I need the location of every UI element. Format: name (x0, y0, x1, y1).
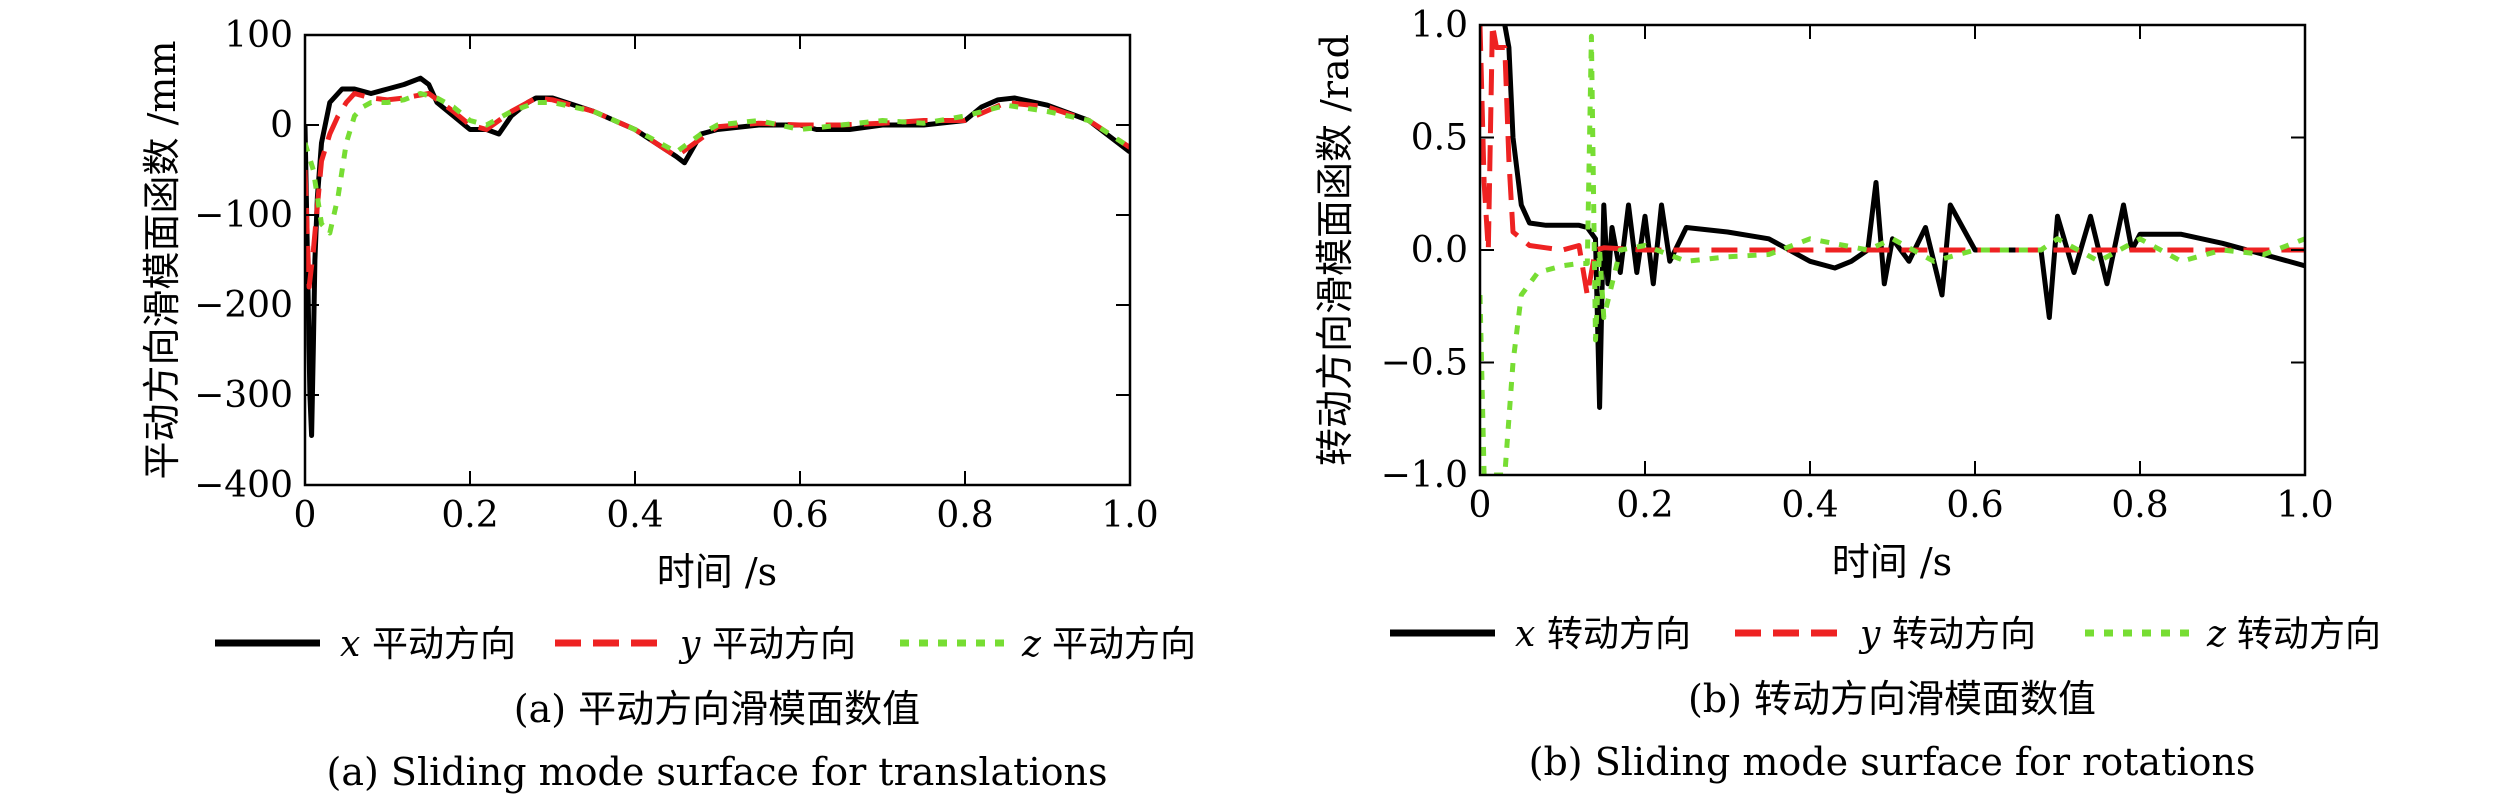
caption-a-en: (a) Sliding mode surface for translation… (327, 750, 1108, 794)
plot-b-xlabel: 时间 /s (1832, 540, 1952, 584)
legend-a-name-z: 平动方向 (1052, 624, 1196, 665)
plot-a-xlabel: 时间 /s (657, 550, 777, 594)
xtick-label-a: 0.4 (606, 495, 663, 536)
xtick-label-b: 0.2 (1616, 485, 1673, 526)
legend-a-name-y: 平动方向 (712, 624, 856, 665)
ytick-label-b: 0.0 (1411, 230, 1468, 271)
ytick-label-a: −200 (194, 285, 293, 326)
plot-b-yticks: −1.0 −0.5 0.0 0.5 1.0 (1381, 5, 2305, 496)
legend-b-var-y: y (1858, 614, 1881, 655)
plot-a-ylabel: 平动方向滑模面函数 /mm (140, 41, 184, 480)
plot-b-lines (1480, 25, 2305, 475)
legend-b-name-y: 转动方向 (1892, 614, 2036, 655)
series-a-z (305, 91, 1130, 236)
legend-a-var-z: z (1021, 624, 1042, 665)
ytick-label-a: −400 (194, 465, 293, 506)
legend-b-name-z: 转动方向 (2237, 614, 2381, 655)
legend-b: x 转动方向 y 转动方向 z 转动方向 (1390, 614, 2381, 655)
ytick-label-b: 1.0 (1411, 5, 1468, 46)
xtick-label-b: 0 (1469, 485, 1492, 526)
legend-a-name-x: 平动方向 (372, 624, 516, 665)
xtick-label-a: 0 (294, 495, 317, 536)
xtick-label-a: 0.2 (441, 495, 498, 536)
xtick-label-b: 1.0 (2276, 485, 2333, 526)
caption-a-cn: (a) 平动方向滑模面数值 (514, 687, 920, 731)
xtick-label-b: 0.6 (1946, 485, 2003, 526)
caption-b-en: (b) Sliding mode surface for rotations (1529, 740, 2256, 784)
series-a-x (305, 75, 1130, 438)
xtick-label-a: 0.8 (936, 495, 993, 536)
ytick-label-b: 0.5 (1411, 118, 1468, 159)
legend-b-var-x: x (1515, 614, 1535, 655)
series-b-z (1480, 33, 2305, 475)
plot-a-yticks: −400 −300 −200 −100 0 100 (194, 15, 1130, 506)
panel-a: 0 0.2 0.4 0.6 0.8 1.0 −400 −300 −200 −100 0 100 时间… (140, 15, 1196, 794)
legend-a: x 平动方向 y 平动方向 z 平动方向 (215, 624, 1196, 665)
ytick-label-a: −100 (194, 195, 293, 236)
xtick-label-b: 0.4 (1781, 485, 1838, 526)
plot-b-xticks: 0 0.2 0.4 0.6 0.8 1.0 (1469, 25, 2334, 526)
xtick-label-a: 1.0 (1101, 495, 1158, 536)
xtick-label-a: 0.6 (771, 495, 828, 536)
ytick-label-a: −300 (194, 375, 293, 416)
ytick-label-a: 100 (224, 15, 293, 56)
legend-b-var-z: z (2206, 614, 2227, 655)
ytick-label-b: −1.0 (1381, 455, 1468, 496)
plot-a-xticks: 0 0.2 0.4 0.6 0.8 1.0 (294, 35, 1159, 536)
legend-b-name-x: 转动方向 (1547, 614, 1691, 655)
caption-b-cn: (b) 转动方向滑模面数值 (1688, 677, 2096, 721)
ytick-label-a: 0 (270, 105, 293, 146)
plot-b-ylabel: 转动方向滑模面函数 /rad (1313, 34, 1357, 466)
panel-b: 0 0.2 0.4 0.6 0.8 1.0 −1.0 −0.5 0.0 0.5 1.0 时间 /s… (1313, 5, 2381, 784)
series-b-x (1502, 25, 2305, 410)
legend-a-var-y: y (678, 624, 701, 665)
legend-a-var-x: x (340, 624, 360, 665)
ytick-label-b: −0.5 (1381, 343, 1468, 384)
plot-a-frame (303, 33, 1132, 487)
series-b-y (1480, 25, 2305, 298)
plot-a-lines (305, 75, 1130, 438)
xtick-label-b: 0.8 (2111, 485, 2168, 526)
